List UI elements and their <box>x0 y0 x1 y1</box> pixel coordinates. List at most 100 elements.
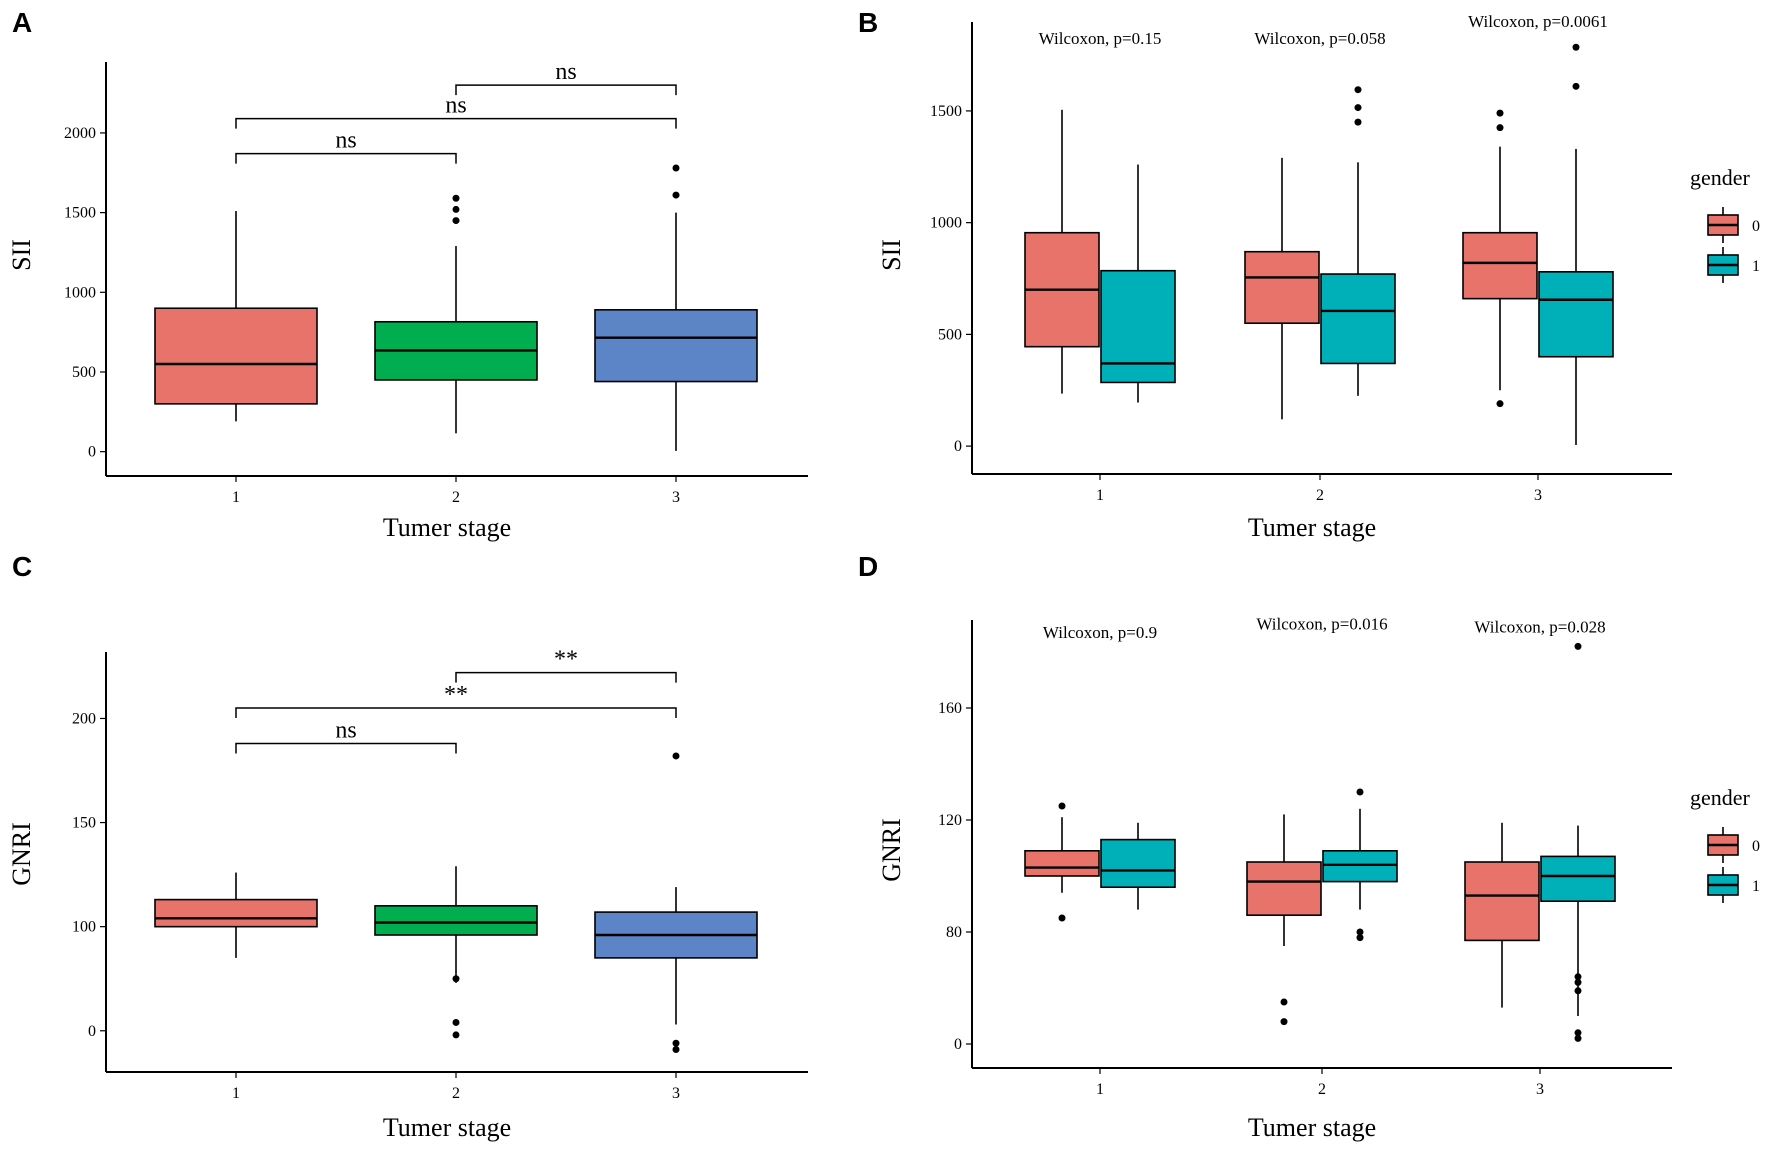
panel-c: C 0 100 150 200 1 2 3 Tumer stage GNRI ns ** ** <box>7 551 808 1142</box>
box-rect <box>1464 861 1540 942</box>
outlier-point <box>1574 973 1582 981</box>
x-axis-title: Tumer stage <box>1248 513 1376 542</box>
panel-letter: C <box>12 551 32 582</box>
y-tick-label: 150 <box>72 815 96 832</box>
comparison-label: ns <box>555 59 576 85</box>
outlier-point <box>452 205 460 213</box>
x-tick-label: 3 <box>672 1085 680 1102</box>
y-tick-label: 1500 <box>64 205 96 222</box>
panel-a: A 0 500 1000 1500 2000 1 2 3 Tumer stage SII ns ns ns <box>7 7 808 542</box>
box-rect <box>374 905 538 936</box>
x-tick-label: 2 <box>452 489 460 506</box>
box-rect <box>1322 849 1398 883</box>
legend-title: gender <box>1690 785 1751 810</box>
y-tick-label: 0 <box>954 438 962 455</box>
x-tick-label: 1 <box>1096 487 1104 504</box>
outlier-point <box>1356 934 1364 942</box>
outlier-point <box>1574 987 1582 995</box>
box-rect <box>154 307 318 405</box>
outlier-point <box>672 164 680 172</box>
y-tick-label: 1000 <box>64 284 96 301</box>
box-2-gender-0 <box>1246 814 1322 1026</box>
y-tick-label: 120 <box>938 812 962 829</box>
box-2 <box>374 194 538 434</box>
y-axis-title: GNRI <box>7 822 36 886</box>
x-tick-label: 2 <box>452 1085 460 1102</box>
pvalue-label: Wilcoxon, p=0.058 <box>1254 29 1385 48</box>
pvalue-label: Wilcoxon, p=0.15 <box>1039 29 1162 48</box>
box-1-gender-1 <box>1100 822 1176 910</box>
box-rect <box>594 309 758 383</box>
outlier-point <box>1356 788 1364 796</box>
x-axis-title: Tumer stage <box>1248 1113 1376 1142</box>
outlier-point <box>672 1046 680 1054</box>
comparison-bracket <box>455 671 677 683</box>
box-2-gender-1 <box>1322 788 1398 942</box>
y-tick-label: 0 <box>88 444 96 461</box>
outlier-point <box>1354 118 1362 126</box>
outlier-point <box>1496 400 1504 408</box>
comparison-label: ns <box>335 128 356 154</box>
box-2-gender-0 <box>1244 157 1320 420</box>
box-1-gender-1 <box>1100 164 1176 403</box>
comparison-label: ** <box>554 647 578 673</box>
pvalue-label: Wilcoxon, p=0.9 <box>1043 623 1157 642</box>
y-tick-label: 1000 <box>930 215 962 232</box>
box-3 <box>594 164 758 451</box>
box-rect <box>1100 269 1176 384</box>
outlier-point <box>1058 914 1066 922</box>
outlier-point <box>452 1018 460 1026</box>
y-tick-label: 200 <box>72 710 96 727</box>
box-1 <box>154 872 318 958</box>
x-tick-label: 2 <box>1318 1081 1326 1098</box>
pvalue-label: Wilcoxon, p=0.016 <box>1256 615 1387 634</box>
box-rect <box>1244 250 1320 325</box>
box-rect <box>1462 231 1538 300</box>
outlier-point <box>672 752 680 760</box>
x-tick-label: 2 <box>1316 487 1324 504</box>
legend-label: 0 <box>1752 838 1760 855</box>
y-tick-label: 500 <box>72 364 96 381</box>
outlier-point <box>1574 978 1582 986</box>
box-rect <box>1320 273 1396 365</box>
outlier-point <box>672 191 680 199</box>
box-rect <box>1246 861 1322 917</box>
x-tick-label: 1 <box>232 489 240 506</box>
x-tick-label: 1 <box>232 1085 240 1102</box>
y-tick-label: 160 <box>938 700 962 717</box>
box-2 <box>374 866 538 1039</box>
outlier-point <box>1354 104 1362 112</box>
legend-label: 0 <box>1752 218 1760 235</box>
y-tick-label: 2000 <box>64 125 96 142</box>
outlier-point <box>1280 998 1288 1006</box>
x-axis-title: Tumer stage <box>383 1113 511 1142</box>
comparison-label: ** <box>444 682 468 708</box>
outlier-point <box>1572 82 1580 90</box>
outlier-point <box>452 1031 460 1039</box>
box-3-gender-0 <box>1462 109 1538 408</box>
y-axis-title: SII <box>877 239 906 271</box>
panel-b: B 0 500 1000 1500 1 2 3 Tumer stage SII Wilcoxon, … <box>858 7 1760 542</box>
comparison-bracket <box>235 707 677 719</box>
comparison-bracket <box>455 84 677 96</box>
comparison-bracket <box>235 742 457 754</box>
x-tick-label: 3 <box>1536 1081 1544 1098</box>
outlier-point <box>1574 1029 1582 1037</box>
box-1-gender-0 <box>1024 802 1100 922</box>
box-3-gender-1 <box>1538 43 1614 446</box>
y-tick-label: 500 <box>938 326 962 343</box>
comparison-label: ns <box>445 93 466 119</box>
comparison-label: ns <box>335 717 356 743</box>
x-axis-title: Tumer stage <box>383 513 511 542</box>
pvalue-label: Wilcoxon, p=0.0061 <box>1468 12 1608 31</box>
box-rect <box>1100 838 1176 888</box>
outlier-point <box>1058 802 1066 810</box>
box-2-gender-1 <box>1320 86 1396 396</box>
comparison-bracket <box>235 152 457 164</box>
panel-letter: D <box>858 551 878 582</box>
panel-d: D 0 80 120 160 1 2 3 Tumer stage GNRI Wilcoxon, p=… <box>858 551 1760 1142</box>
legend-label: 1 <box>1752 258 1760 275</box>
x-tick-label: 3 <box>1534 487 1542 504</box>
legend-title: gender <box>1690 165 1751 190</box>
legend: gender 0 1 <box>1690 165 1760 283</box>
